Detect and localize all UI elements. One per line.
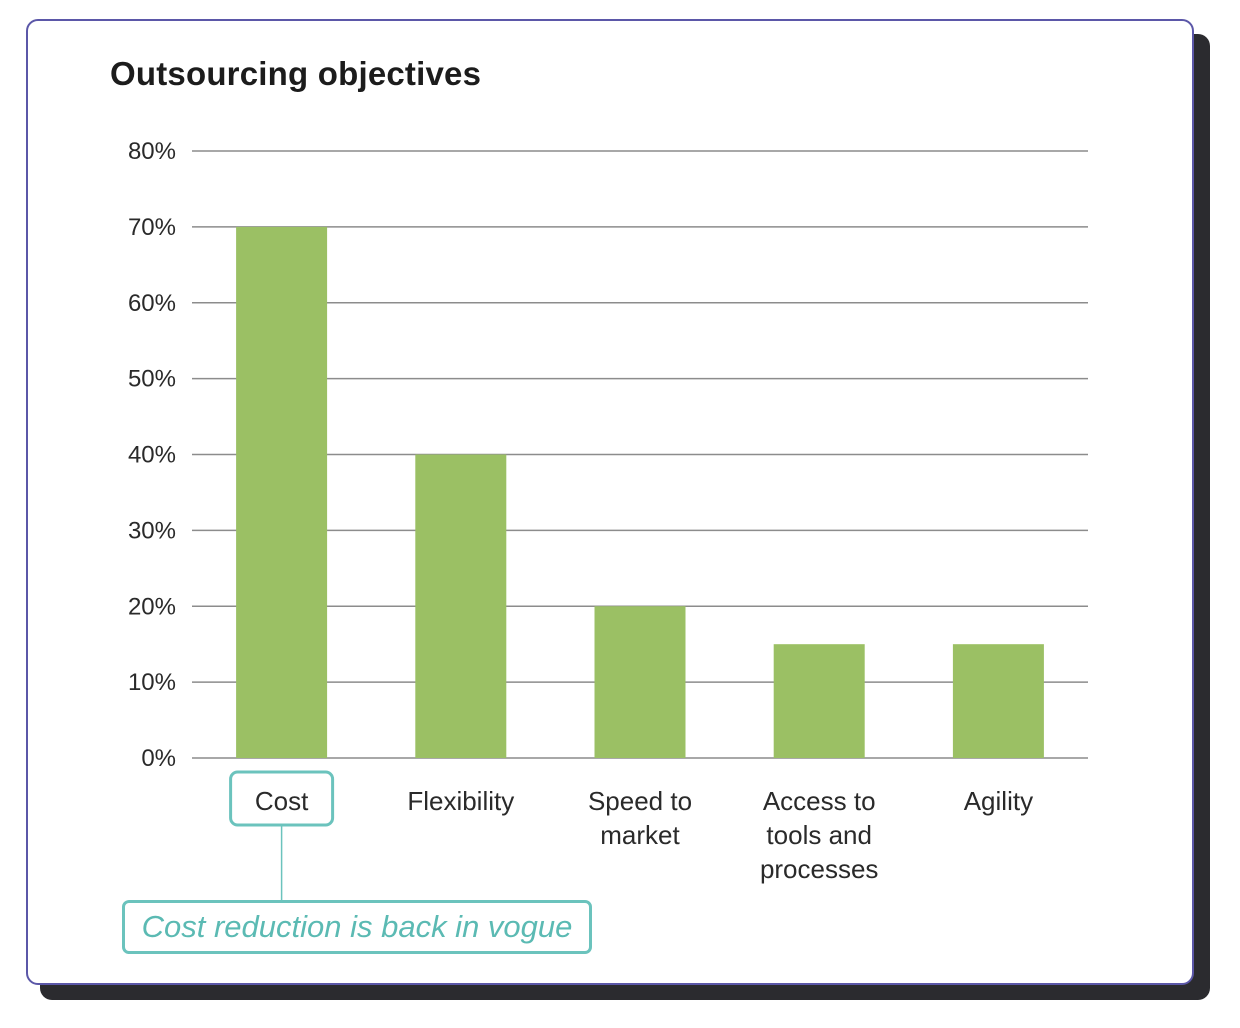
bars xyxy=(236,226,1044,758)
y-tick-label: 10% xyxy=(128,669,176,696)
x-tick-label: Access to tools and processes xyxy=(760,786,879,884)
y-tick-label: 70% xyxy=(128,214,176,241)
y-tick-label: 80% xyxy=(128,138,176,165)
y-tick-label: 0% xyxy=(141,745,176,772)
annotation-layer xyxy=(229,770,335,901)
bar xyxy=(415,454,507,758)
x-tick-label-line: Access to xyxy=(763,786,876,816)
x-tick-label: Speed to market xyxy=(588,786,692,850)
x-tick-label: Cost xyxy=(255,786,309,816)
x-tick-label-line: processes xyxy=(760,854,879,884)
x-tick-label: Agility xyxy=(964,786,1033,816)
y-tick-label: 40% xyxy=(128,442,176,469)
bar xyxy=(773,644,865,758)
bar xyxy=(236,226,328,758)
x-tick-label-line: Flexibility xyxy=(407,786,514,816)
bar xyxy=(594,606,686,758)
y-tick-label: 50% xyxy=(128,366,176,393)
bar-chart: 0% 10% 20% 30% 40% 50% 60% 70% 80% Cost Flexibili… xyxy=(128,138,1088,901)
x-tick-label-line: Cost xyxy=(255,786,309,816)
x-axis-tick-labels: Cost Flexibility Speed to market Access to to… xyxy=(255,786,1033,884)
chart-title: Outsourcing objectives xyxy=(110,55,482,92)
x-tick-label-line: Speed to xyxy=(588,786,692,816)
chart-card: Outsourcing objectives 0% 10% 20% 30% 40% 50%… xyxy=(26,19,1194,985)
x-tick-label: Flexibility xyxy=(407,786,514,816)
y-tick-label: 30% xyxy=(128,517,176,544)
x-tick-label-line: Agility xyxy=(964,786,1033,816)
bar xyxy=(952,644,1044,758)
annotation-callout: Cost reduction is back in vogue xyxy=(122,900,592,954)
annotation-text: Cost reduction is back in vogue xyxy=(141,909,573,944)
y-tick-label: 20% xyxy=(128,593,176,620)
x-tick-label-line: tools and xyxy=(766,820,872,850)
y-tick-label: 60% xyxy=(128,290,176,317)
x-tick-label-line: market xyxy=(600,820,680,850)
y-axis-tick-labels: 0% 10% 20% 30% 40% 50% 60% 70% 80% xyxy=(128,138,176,772)
